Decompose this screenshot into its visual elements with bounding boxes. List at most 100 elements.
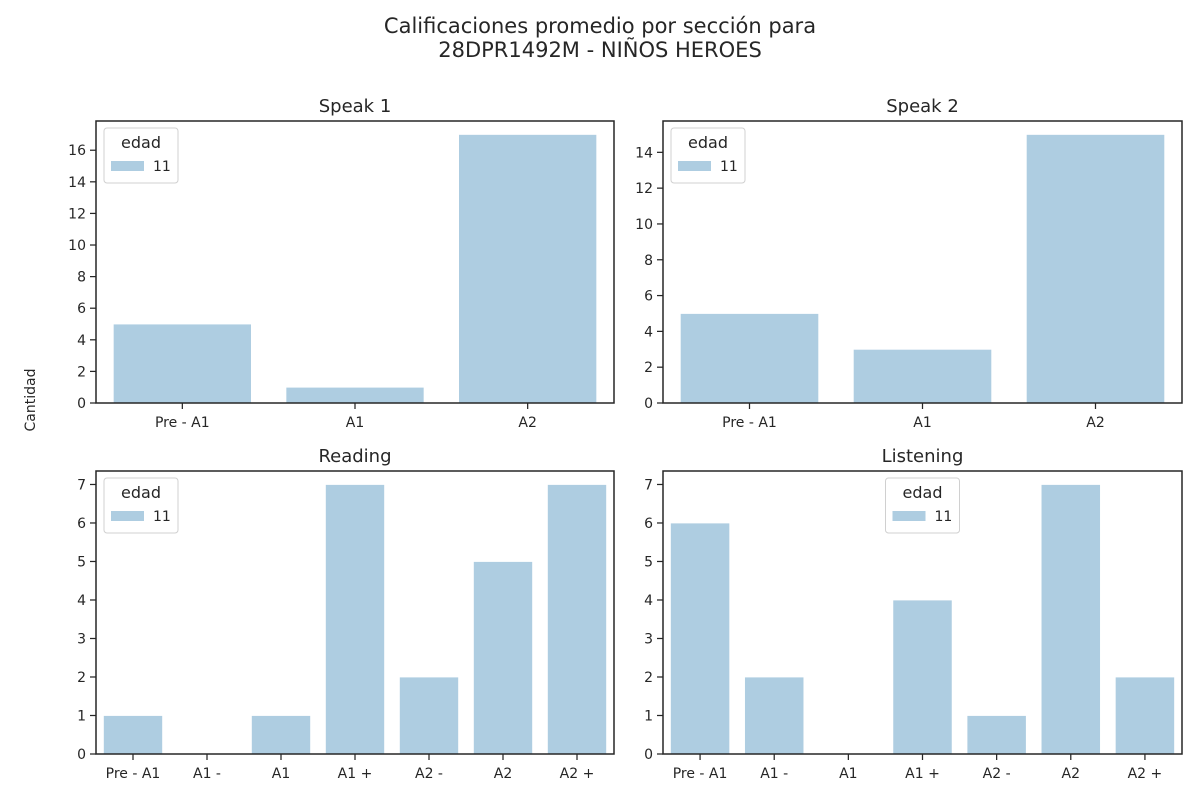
y-tick-label: 4 [77,593,86,609]
axes-frame [95,120,615,404]
bar [679,313,820,404]
bar [472,561,533,755]
legend-entry: 11 [720,159,738,175]
bar [112,323,252,404]
y-tick-label: 0 [77,396,86,412]
y-tick-label: 0 [644,396,653,412]
x-tick-label: Pre - A1 [722,415,777,431]
y-tick-label: 10 [68,238,86,254]
subplot-3: 0 1 2 3 4 5 6 7 Pre - A1 A1 - A1 A1 + A2 - A2 A2 + List… [644,446,1183,782]
y-tick-label: 4 [77,333,86,349]
x-tick-label: Pre - A1 [106,766,161,782]
legend-swatch [111,511,144,521]
legend-swatch [678,161,711,171]
y-tick-label: 4 [644,324,653,340]
legend-title: edad [121,133,161,152]
subplot-title: Speak 2 [886,96,959,117]
y-tick-label: 5 [644,554,653,570]
y-tick-label: 0 [644,747,653,763]
x-tick-label: A1 [346,415,364,431]
x-tick-label: A1 + [338,766,373,782]
x-tick-label: A2 + [560,766,595,782]
bar [285,386,425,404]
bar [852,348,993,404]
x-tick-label: A1 [913,415,931,431]
bar [670,522,731,755]
legend-entry: 11 [153,509,171,525]
y-tick-label: 6 [644,289,653,305]
y-tick-label: 2 [644,360,653,376]
x-tick-label: A1 - [193,766,221,782]
figure-title-line-2: 28DPR1492M - NIÑOS HEROES [438,38,762,62]
bar [966,715,1027,755]
subplot-1: 0 2 4 6 8 10 12 14 Pre - A1 A1 A2 Speak 2 edad 11 [635,96,1183,431]
x-tick-label: A1 [272,766,290,782]
subplot-title: Listening [882,446,964,467]
bar [103,715,164,755]
figure-title-line-1: Calificaciones promedio por sección para [383,14,817,38]
y-tick-label: 2 [77,670,86,686]
x-tick-label: Pre - A1 [673,766,728,782]
y-tick-label: 6 [644,516,653,532]
y-tick-label: 6 [77,516,86,532]
legend: edad 11 [885,477,960,534]
bar [324,484,385,755]
legend-swatch [892,511,926,521]
y-tick-label: 3 [644,631,653,647]
bar [458,134,598,404]
x-tick-label: A2 [1086,415,1104,431]
bar [547,484,608,755]
y-tick-label: 12 [635,181,653,197]
y-tick-label: 4 [644,593,653,609]
y-tick-label: 14 [635,145,653,161]
legend-entry: 11 [935,509,953,525]
y-tick-label: 14 [68,175,86,191]
subplot-0: 0 2 4 6 8 10 12 14 16 Pre - A1 A1 A2 Speak 1 edad 11 [68,96,615,431]
x-tick-label: A2 - [415,766,443,782]
x-tick-label: A1 + [905,766,940,782]
y-tick-label: 10 [635,217,653,233]
legend: edad 11 [670,127,746,184]
legend-title: edad [903,483,943,502]
y-tick-label: 1 [77,708,86,724]
y-tick-label: 1 [644,708,653,724]
bar [250,715,311,755]
x-tick-label: A2 [518,415,536,431]
y-tick-label: 16 [68,143,86,159]
y-tick-label: 12 [68,206,86,222]
bar [744,676,805,755]
bar [1114,676,1175,755]
y-tick-label: 0 [77,747,86,763]
x-tick-label: A1 - [760,766,788,782]
bar [1040,484,1101,755]
bar [1025,134,1166,404]
axes-frame [662,120,1183,404]
axes-frame [95,470,615,755]
y-tick-label: 6 [77,301,86,317]
legend-swatch [111,161,144,171]
x-tick-label: A1 [839,766,857,782]
legend-entry: 11 [153,159,171,175]
y-tick-label: 2 [77,364,86,380]
legend: edad 11 [103,477,179,534]
y-tick-label: 7 [644,477,653,493]
legend-title: edad [688,133,728,152]
x-tick-label: A2 [494,766,512,782]
y-tick-label: 8 [77,270,86,286]
x-tick-label: A2 + [1128,766,1163,782]
y-tick-label: 8 [644,253,653,269]
subplot-2: 0 1 2 3 4 5 6 7 Pre - A1 A1 - A1 A1 + A2 - A2 A2 + Read… [77,446,615,782]
y-tick-label: 3 [77,631,86,647]
legend-title: edad [121,483,161,502]
bar [398,676,459,755]
x-tick-label: Pre - A1 [155,415,210,431]
x-tick-label: A2 - [983,766,1011,782]
subplot-title: Speak 1 [319,96,392,117]
axes-frame [662,470,1183,755]
legend: edad 11 [103,127,179,184]
bar [892,599,953,755]
y-tick-label: 7 [77,477,86,493]
x-tick-label: A2 [1062,766,1080,782]
